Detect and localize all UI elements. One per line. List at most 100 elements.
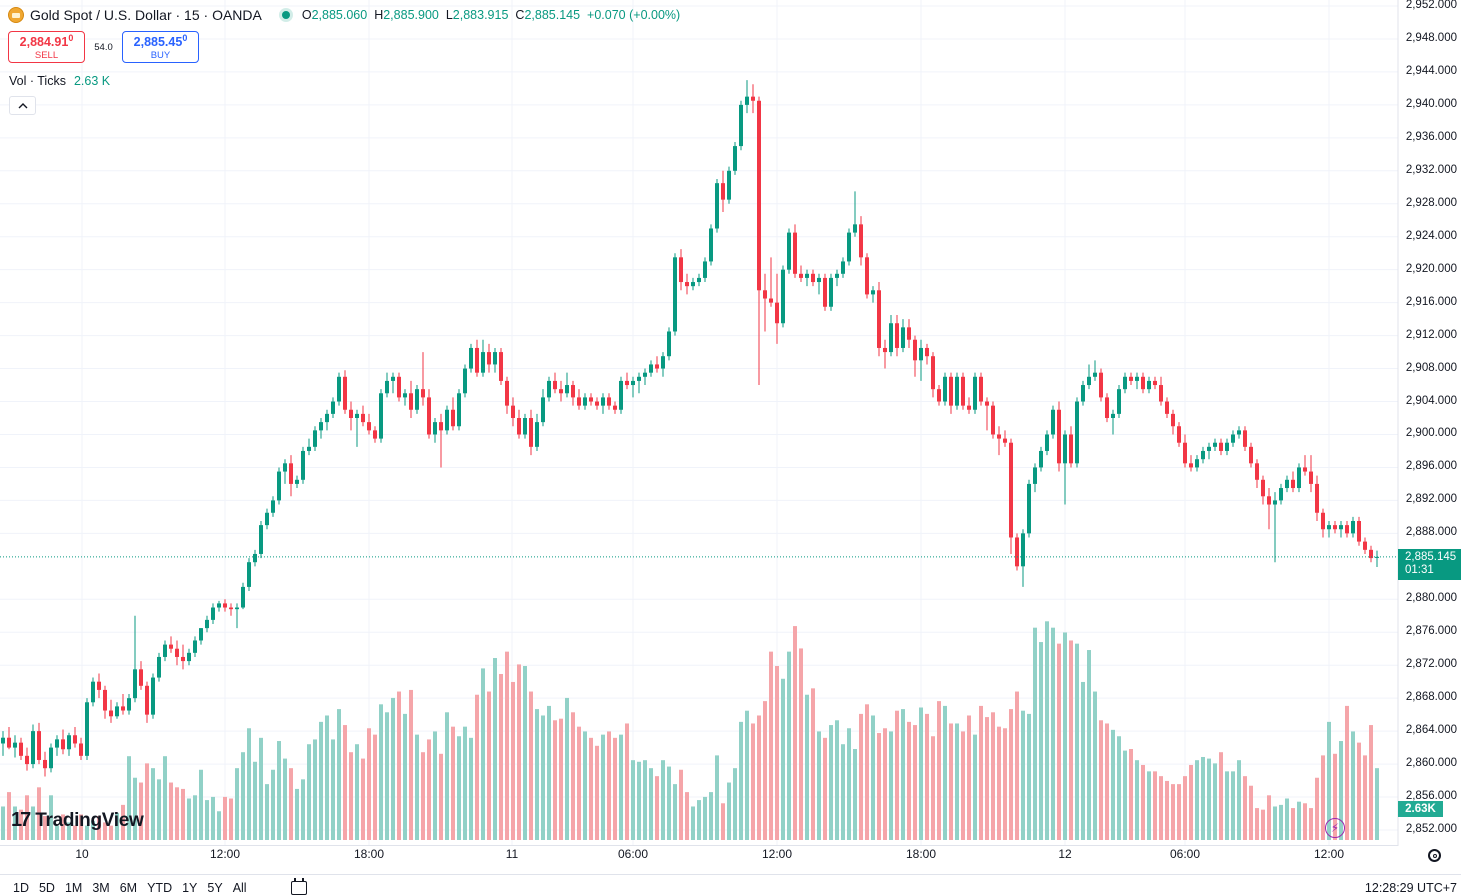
candle-body [397,376,401,398]
candle-body [1105,397,1109,418]
candle-body [91,681,95,703]
candle-body [265,512,269,526]
calendar-icon[interactable] [291,878,307,895]
volume-bar [1201,756,1205,840]
sell-button[interactable]: 2,884.910 SELL [8,31,85,63]
volume-bar [685,792,689,840]
candle-body [511,405,515,418]
volume-bar [505,651,509,840]
last-price-badge: 2,885.145 01:31 [1398,549,1461,580]
volume-bar [1063,632,1067,840]
volume-bar [319,721,323,840]
sell-label: SELL [34,49,59,61]
volume-bar [223,796,227,840]
candle-body [559,389,563,394]
buy-button[interactable]: 2,885.450 BUY [122,31,199,63]
volume-bar [1045,621,1049,840]
candle-body [1351,521,1355,534]
candle-body [1,737,5,744]
volume-bar [757,715,761,840]
collapse-legend-button[interactable] [9,96,36,115]
last-price-value: 2,885.145 [1405,551,1457,563]
volume-bar [343,725,347,840]
volume-bar [283,758,287,840]
volume-bar [823,737,827,840]
volume-bar [67,822,71,840]
candle-body [493,352,497,365]
volume-bar [859,713,863,840]
volume-bar [577,726,581,840]
candle-body [475,347,479,373]
gear-icon[interactable] [1428,849,1441,862]
candle-body [571,385,575,398]
candle-body [1171,413,1175,427]
volume-bar [781,678,785,840]
volume-bar [259,737,263,840]
range-button-3m[interactable]: 3M [92,881,110,895]
candle-body [979,376,983,402]
candle-body [1195,459,1199,468]
candle-body [1177,426,1181,443]
candle-body [691,282,695,287]
candle-body [1159,385,1163,402]
volume-legend[interactable]: Vol · Ticks 2.63 K [9,74,110,88]
volume-bar [373,734,377,840]
time-axis-label: 12:00 [1313,847,1345,861]
candle-body [487,352,491,365]
candle-body [745,96,749,105]
candle-body [601,397,605,406]
volume-bar [427,739,431,840]
candle-body [1135,376,1139,381]
volume-bar [403,713,407,840]
candle-body [925,347,929,357]
candle-body [991,405,995,435]
candle-body [589,397,593,402]
volume-bar [433,731,437,840]
candle-body [1309,471,1313,484]
candle-body [259,525,263,554]
volume-badge: 2.63K [1398,801,1443,817]
candle-body [529,418,533,447]
lightning-icon[interactable]: ⚡ [1325,818,1345,838]
volume-bar [25,795,29,840]
clock[interactable]: 12:28:29 UTC+7 [1364,881,1457,895]
bottom-toolbar: 1D 5D 1M 3M 6M YTD 1Y 5Y All 12:28:29 UTC+7 [0,874,1461,896]
range-button-all[interactable]: All [232,881,247,895]
volume-bar [121,804,125,840]
open-value: 2,885.060 [311,8,368,22]
candle-body [715,183,719,229]
range-button-ytd[interactable]: YTD [147,881,173,895]
chart-canvas[interactable] [0,0,1461,874]
candle-body [847,232,851,262]
candle-body [85,702,89,756]
volume-bar [745,710,749,840]
volume-bar [61,814,65,840]
volume-bar [1219,752,1223,840]
candle-body [7,737,11,748]
volume-bar [97,816,101,840]
volume-bar [775,665,779,840]
market-status-icon[interactable] [281,11,290,19]
price-axis-label: 2,852.000 [1405,823,1457,835]
candle-body [313,430,317,447]
volume-bar [1069,640,1073,840]
volume-bar [1375,768,1379,840]
range-button-5y[interactable]: 5Y [207,881,223,895]
candle-body [211,607,215,620]
candle-body [733,146,737,171]
range-button-6m[interactable]: 6M [119,881,138,895]
candle-body [277,471,281,501]
range-button-1y[interactable]: 1Y [182,881,198,895]
candle-body [289,463,293,484]
candle-body [61,739,65,750]
range-button-1d[interactable]: 1D [13,881,29,895]
range-button-5d[interactable]: 5D [38,881,55,895]
volume-bar [889,731,893,840]
volume-bar [7,792,11,840]
price-axis-label: 2,864.000 [1405,724,1457,737]
range-button-1m[interactable]: 1M [64,881,83,895]
tradingview-logo[interactable]: 17 TradingView [11,809,144,832]
symbol-title[interactable]: Gold Spot / U.S. Dollar · 15 · OANDA [30,7,262,23]
volume-bar [619,734,623,840]
price-axis-label: 2,900.000 [1405,427,1457,440]
